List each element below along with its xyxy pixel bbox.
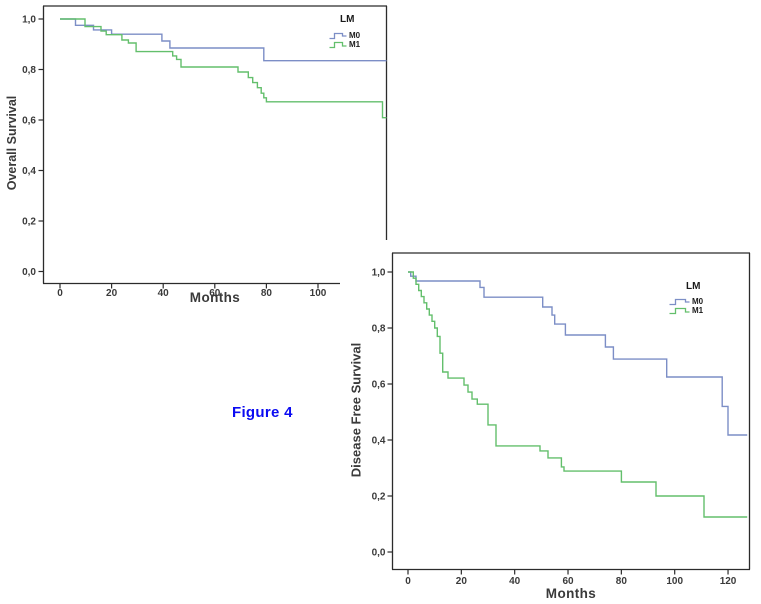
m1-line-sample-icon bbox=[669, 307, 690, 315]
legend-overall-survival: LM M0 M1 bbox=[329, 14, 360, 49]
legend-title: LM bbox=[686, 281, 701, 292]
x-tick-label: 20 bbox=[456, 576, 468, 587]
legend-item-m0: M0 bbox=[329, 31, 360, 40]
legend-label-m0: M0 bbox=[349, 31, 361, 40]
survival-curve-m1 bbox=[60, 18, 387, 119]
x-tick-label: 40 bbox=[158, 288, 170, 299]
x-tick-label: 40 bbox=[509, 576, 521, 587]
m0-line-sample-icon bbox=[669, 298, 690, 306]
legend-label-m0: M0 bbox=[692, 297, 704, 306]
y-tick-label: 0,4 bbox=[372, 436, 386, 447]
chart-background bbox=[340, 240, 761, 604]
x-tick-label: 120 bbox=[720, 576, 737, 587]
overall-survival-x-axis-title: Months bbox=[189, 290, 241, 305]
y-tick-label: 0,8 bbox=[22, 65, 36, 76]
y-tick-label: 0,2 bbox=[22, 217, 36, 228]
survival-curve-m0 bbox=[60, 18, 387, 62]
disease-free-survival-chart: 0 20 40 60 80 100 120 0,0 0,2 0,4 0,6 0,8 1,0 bbox=[340, 240, 761, 604]
y-tick-label: 0,8 bbox=[372, 324, 386, 335]
legend-item-m0: M0 bbox=[669, 297, 703, 306]
legend-label-m1: M1 bbox=[692, 306, 704, 315]
m1-line-sample-icon bbox=[329, 41, 347, 49]
overall-survival-chart: 0 20 40 60 80 100 0,0 0,2 0,4 0,6 0,8 1,0 bbox=[22, 5, 388, 299]
x-tick-label: 100 bbox=[666, 576, 683, 587]
y-tick-label: 0,0 bbox=[22, 267, 36, 278]
disease-free-survival-x-axis-title: Months bbox=[545, 586, 597, 601]
y-tick-label: 1,0 bbox=[372, 268, 386, 279]
y-tick-label: 0,2 bbox=[372, 492, 386, 503]
y-tick-label: 0,0 bbox=[372, 548, 386, 559]
x-tick-label: 100 bbox=[310, 288, 327, 299]
legend-item-m1: M1 bbox=[329, 40, 360, 49]
y-tick-label: 1,0 bbox=[22, 15, 36, 26]
legend-title: LM bbox=[340, 14, 355, 25]
x-tick-label: 60 bbox=[209, 288, 221, 299]
y-tick-label: 0,6 bbox=[372, 380, 386, 391]
x-tick-label: 80 bbox=[616, 576, 628, 587]
x-tick-label: 0 bbox=[57, 288, 63, 299]
y-tick-label: 0,4 bbox=[22, 166, 36, 177]
legend-label-m1: M1 bbox=[349, 40, 361, 49]
overall-survival-y-axis-title: Overall Survival bbox=[5, 95, 19, 191]
figure-caption: Figure 4 bbox=[232, 404, 293, 421]
survival-curve-m0 bbox=[408, 271, 748, 436]
survival-curve-m1 bbox=[408, 271, 748, 518]
legend-disease-free-survival: LM M0 M1 bbox=[669, 281, 703, 315]
x-tick-label: 60 bbox=[562, 576, 574, 587]
y-tick-label: 0,6 bbox=[22, 116, 36, 127]
x-tick-label: 80 bbox=[261, 288, 273, 299]
m0-line-sample-icon bbox=[329, 32, 347, 40]
x-tick-label: 20 bbox=[106, 288, 118, 299]
legend-item-m1: M1 bbox=[669, 306, 703, 315]
disease-free-survival-y-axis-title: Disease Free Survival bbox=[348, 342, 364, 478]
x-tick-label: 0 bbox=[405, 576, 411, 587]
